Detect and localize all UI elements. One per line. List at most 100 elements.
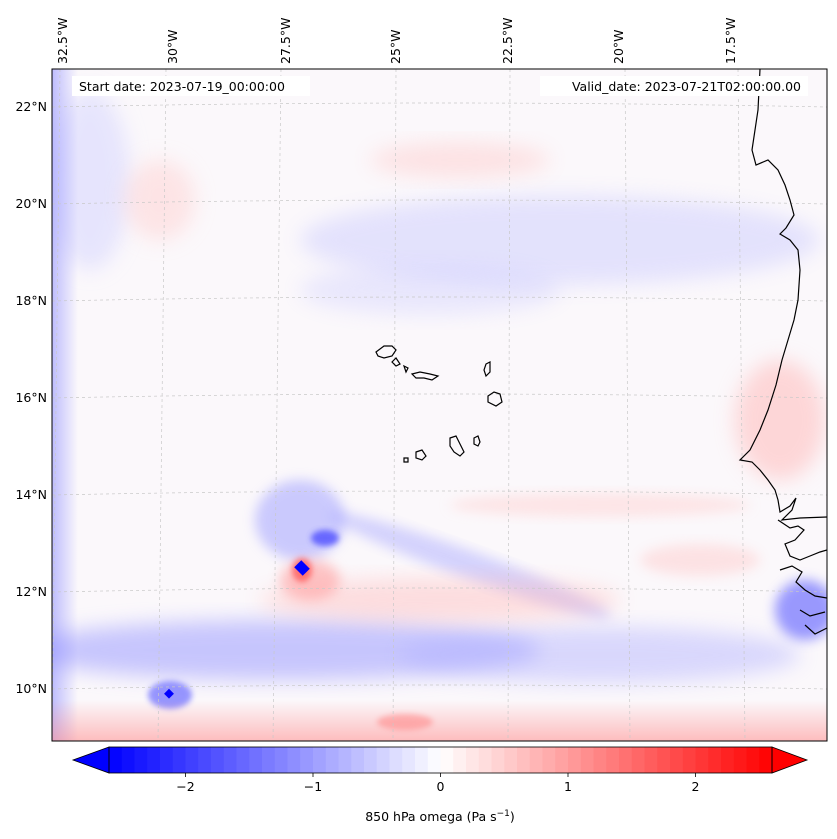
colorbar-cell: [134, 747, 148, 773]
colorbar-cell: [733, 747, 747, 773]
lat-label: 16°N: [15, 390, 47, 405]
colorbar-cell: [682, 747, 696, 773]
lon-label: 20°W: [611, 29, 626, 64]
colorbar-extend-low: [71, 746, 110, 774]
lat-label: 20°N: [15, 196, 47, 211]
colorbar-cell: [172, 747, 186, 773]
start-date-text: Start date: 2023-07-19_00:00:00: [79, 79, 285, 94]
island-maio: [473, 435, 481, 447]
map-panel: Start date: 2023-07-19_00:00:00 Valid_da…: [51, 68, 828, 742]
colorbar-cell: [376, 747, 390, 773]
colorbar-cell: [695, 747, 709, 773]
colorbar-cell: [223, 747, 237, 773]
colorbar-cell: [300, 747, 314, 773]
colorbar-cell: [491, 747, 505, 773]
colorbar-tick-label: 2: [692, 779, 700, 794]
island-santa-luzia: [402, 364, 409, 374]
lat-label: 10°N: [15, 681, 47, 696]
colorbar-cell: [160, 747, 174, 773]
lat-label: 18°N: [15, 293, 47, 308]
colorbar-cell: [670, 747, 684, 773]
lon-label: 30°W: [165, 29, 180, 64]
colorbar-extend-high: [771, 746, 809, 774]
colorbar-cell: [478, 747, 492, 773]
island-santiago: [449, 435, 465, 457]
colorbar-tick-label: 1: [564, 779, 572, 794]
colorbar-cell: [236, 747, 250, 773]
colorbar-cell: [109, 747, 123, 773]
coastlines: [375, 69, 827, 635]
colorbar-cell: [427, 747, 441, 773]
valid-date-text: Valid_date: 2023-07-21T02:00:00.00: [572, 79, 801, 94]
colorbar-cell: [708, 747, 722, 773]
africa-coastline: [738, 69, 827, 635]
valid-date-box: [540, 76, 808, 96]
colorbar-cell: [274, 747, 288, 773]
colorbar-cell: [619, 747, 633, 773]
colorbar-cell: [338, 747, 352, 773]
colorbar-cell: [657, 747, 671, 773]
island-fogo: [415, 449, 427, 461]
colorbar-cell: [606, 747, 620, 773]
colorbar-cell: [287, 747, 301, 773]
island-sal: [483, 361, 491, 378]
colorbar-label-text: 850 hPa omega (Pa s: [365, 809, 496, 824]
colorbar-cell: [351, 747, 365, 773]
colorbar-cell: [593, 747, 607, 773]
island-brava: [403, 457, 409, 463]
colorbar-cell: [325, 747, 339, 773]
colorbar-cell: [249, 747, 263, 773]
colorbar-tick-label: −2: [176, 779, 194, 794]
colorbar-tick-label: −1: [304, 779, 322, 794]
colorbar-label-close: ): [510, 809, 515, 824]
island-boa-vista: [487, 391, 503, 407]
colorbar-cell: [121, 747, 135, 773]
colorbar-cell: [313, 747, 327, 773]
island-santo-antao: [375, 345, 397, 359]
colorbar-cell: [364, 747, 378, 773]
colorbar-cell: [746, 747, 760, 773]
colorbar-cell: [631, 747, 645, 773]
lat-label: 12°N: [15, 584, 47, 599]
lon-label: 17.5°W: [723, 18, 738, 64]
latitude-labels: 22°N 20°N 18°N 16°N 14°N 12°N 10°N: [15, 99, 47, 696]
omega-field: [52, 69, 827, 741]
colorbar-cell: [504, 747, 518, 773]
colorbar-tick-label: 0: [437, 779, 445, 794]
colorbar-cell: [721, 747, 735, 773]
start-date-box: [72, 76, 310, 96]
colorbar-cell: [542, 747, 556, 773]
convective-updraft-max: [294, 560, 310, 576]
colorbar-label: 850 hPa omega (Pa s−1): [365, 809, 515, 824]
colorbar-cell: [211, 747, 225, 773]
colorbar-cell: [555, 747, 569, 773]
colorbar-cell: [440, 747, 454, 773]
lat-label: 22°N: [15, 99, 47, 114]
colorbar-cell: [453, 747, 467, 773]
colorbar-cell: [580, 747, 594, 773]
longitude-labels: 32.5°W 30°W 27.5°W 25°W 22.5°W 20°W 17.5…: [55, 18, 738, 64]
colorbar-cell: [147, 747, 161, 773]
colorbar-cell: [185, 747, 199, 773]
island-sao-vicente: [391, 357, 401, 367]
map-frame: [51, 68, 828, 742]
colorbar-cell: [198, 747, 212, 773]
colorbar-label-exp: −1: [497, 809, 510, 819]
colorbar: −2 −1 0 1 2 850 hPa omega (Pa s−1): [71, 746, 809, 824]
colorbar-cell: [517, 747, 531, 773]
island-sao-nicolau: [410, 371, 440, 381]
colorbar-cell: [466, 747, 480, 773]
colorbar-cell: [529, 747, 543, 773]
colorbar-cell: [415, 747, 429, 773]
colorbar-cell: [759, 747, 773, 773]
lon-label: 25°W: [388, 29, 403, 64]
colorbar-cell: [402, 747, 416, 773]
colorbar-cell: [262, 747, 276, 773]
lat-label: 14°N: [15, 487, 47, 502]
lon-label: 32.5°W: [55, 18, 70, 64]
colorbar-cell: [644, 747, 658, 773]
colorbar-ticks: −2 −1 0 1 2: [176, 773, 699, 794]
colorbar-cell: [389, 747, 403, 773]
graticule: [52, 69, 827, 741]
